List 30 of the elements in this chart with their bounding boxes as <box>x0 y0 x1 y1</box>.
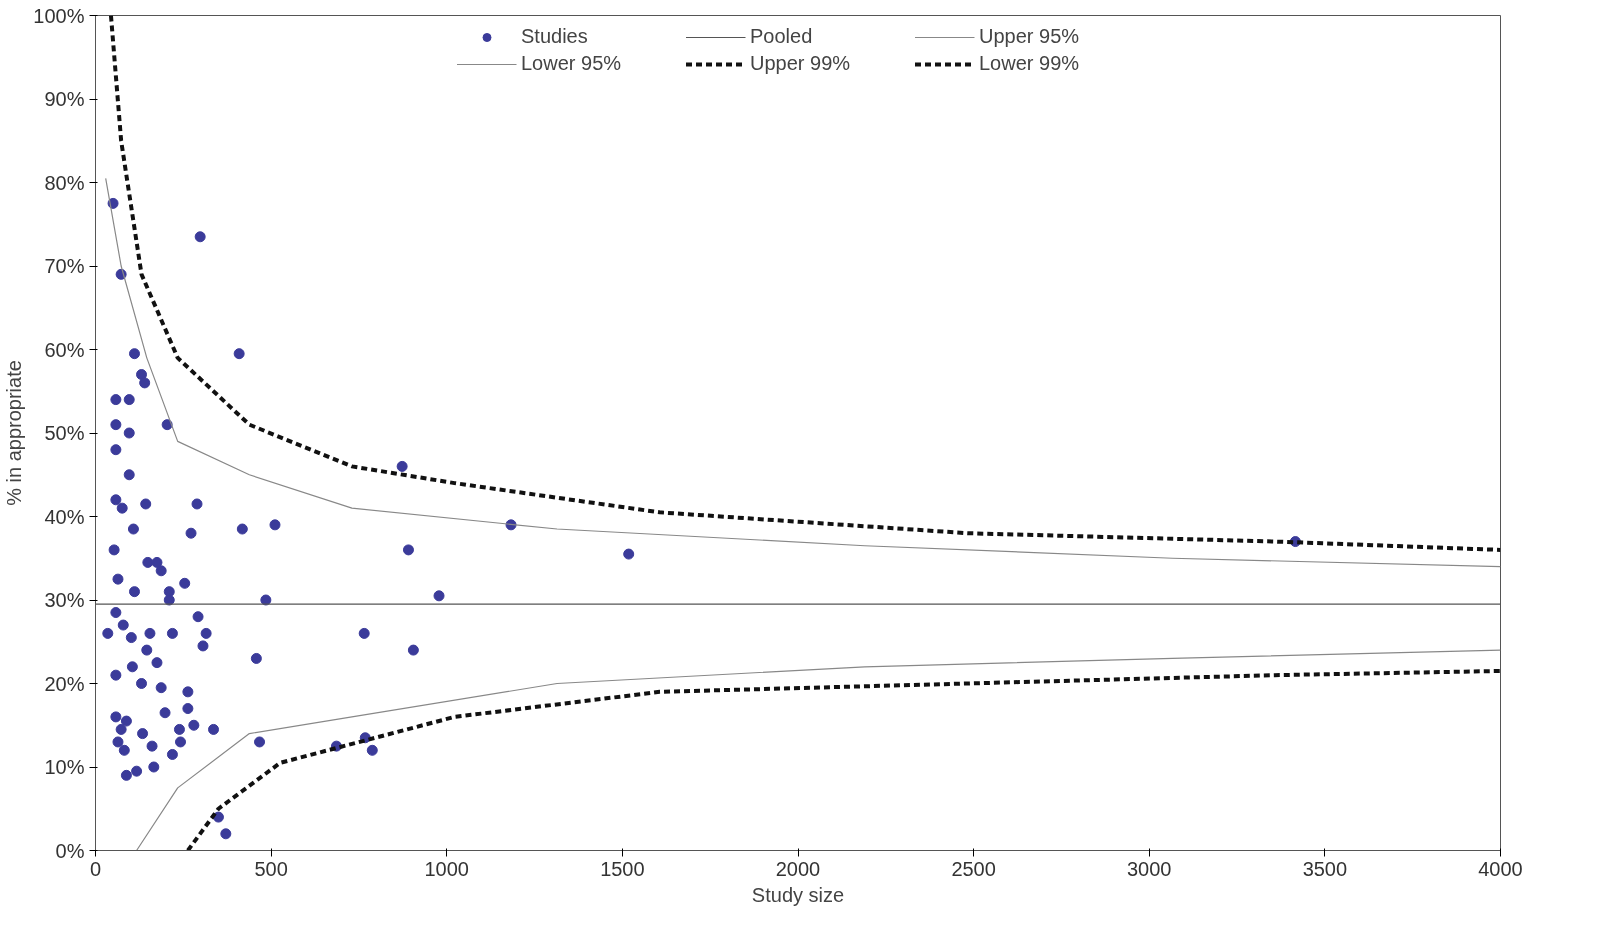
legend-label: Upper 99% <box>750 52 852 75</box>
legend-label: Upper 95% <box>979 25 1081 48</box>
legend-label: Lower 95% <box>521 52 623 75</box>
x-tick-label: 1500 <box>600 857 645 880</box>
y-tick-label: 30% <box>44 589 85 611</box>
x-tick-label: 3500 <box>1302 857 1348 880</box>
legend-label: Pooled <box>750 25 814 48</box>
y-tick-label: 10% <box>44 756 85 778</box>
y-tick-label: 80% <box>44 171 85 194</box>
line-series <box>105 177 1501 568</box>
y-tick-label: 0% <box>55 839 85 862</box>
line-series <box>108 15 1501 552</box>
legend-label: Lower 99% <box>979 52 1081 75</box>
y-axis-title: % in appropriate <box>3 360 26 506</box>
x-tick-label: 2500 <box>951 857 996 880</box>
x-tick-label: 3000 <box>1127 857 1172 880</box>
y-tick-label: 90% <box>44 88 85 110</box>
x-tick-label: 0 <box>89 857 102 880</box>
y-tick-label: 20% <box>44 672 85 695</box>
y-tick-label: 60% <box>44 338 85 361</box>
y-tick-label: 100% <box>33 4 85 27</box>
x-tick-label: 500 <box>254 857 288 880</box>
x-tick-label: 2000 <box>775 857 821 880</box>
y-tick-label: 70% <box>44 255 85 277</box>
x-axis-title: Study size <box>751 883 845 906</box>
y-tick-label: 50% <box>44 422 85 444</box>
legend-label: Studies <box>521 25 589 48</box>
x-tick-label: 4000 <box>1478 857 1523 880</box>
y-tick-label: 40% <box>44 505 85 528</box>
x-tick-label: 1000 <box>424 857 469 880</box>
